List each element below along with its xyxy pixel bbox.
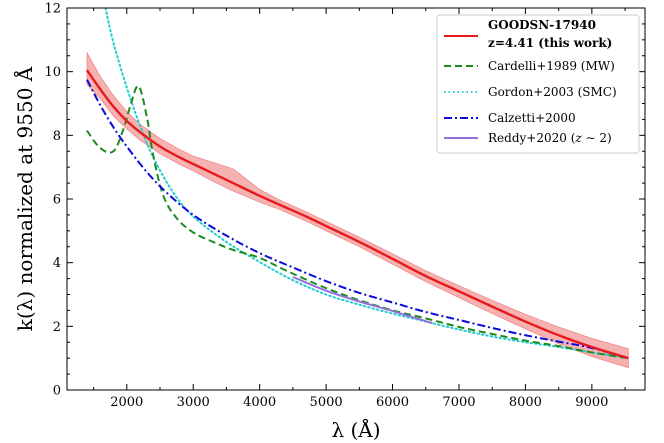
legend-label-goodsn-line1: GOODSN-17940 — [488, 18, 596, 32]
y-tick-label: 4 — [53, 256, 61, 271]
x-tick-label: 9000 — [575, 395, 608, 410]
x-tick-label: 5000 — [310, 395, 343, 410]
x-tick-label: 7000 — [442, 395, 475, 410]
legend-label-calzetti-2000: Calzetti+2000 — [488, 111, 576, 125]
y-tick-label: 12 — [44, 2, 61, 17]
legend-label-goodsn-line2: z=4.41 (this work) — [488, 36, 612, 50]
reddy-2020-line — [292, 276, 433, 325]
goodsn-uncertainty-band — [86, 51, 629, 369]
calzetti-2000-line — [86, 79, 629, 360]
legend-items: GOODSN-17940 z=4.41 (this work) Cardelli+1… — [444, 18, 617, 145]
y-tick-label: 6 — [53, 193, 61, 208]
series-layer — [85, 8, 630, 369]
x-tick-label: 3000 — [177, 395, 210, 410]
y-tick-label: 0 — [53, 384, 61, 399]
x-tick-label: 2000 — [110, 395, 143, 410]
legend: GOODSN-17940 z=4.41 (this work) Cardelli+1… — [436, 14, 640, 154]
legend-label-cardelli-1989: Cardelli+1989 (MW) — [488, 59, 615, 73]
y-tick-label: 10 — [44, 65, 61, 80]
plot-frame — [66, 7, 646, 391]
x-tick-label: 8000 — [509, 395, 542, 410]
x-tick-label: 6000 — [376, 395, 409, 410]
legend-box — [436, 14, 640, 154]
goodsn-17940-line — [85, 69, 629, 360]
y-tick-label: 2 — [53, 320, 61, 335]
gordon-2003-line — [104, 8, 630, 360]
x-tick-label: 4000 — [243, 395, 276, 410]
x-axis-title: λ (Å) — [331, 417, 380, 442]
y-tick-label: 8 — [53, 129, 61, 144]
cardelli-1989-line — [86, 84, 629, 360]
legend-label-gordon-2003: Gordon+2003 (SMC) — [488, 85, 617, 99]
legend-label-reddy: Reddy+2020 (z ∼ 2) — [488, 131, 612, 145]
y-axis-title: k(λ) normalized at 9550 Å — [12, 66, 37, 331]
tick-layer: 2000 3000 4000 5000 6000 7000 8000 9000 0 2 4 6 8 10 1… — [44, 2, 645, 410]
